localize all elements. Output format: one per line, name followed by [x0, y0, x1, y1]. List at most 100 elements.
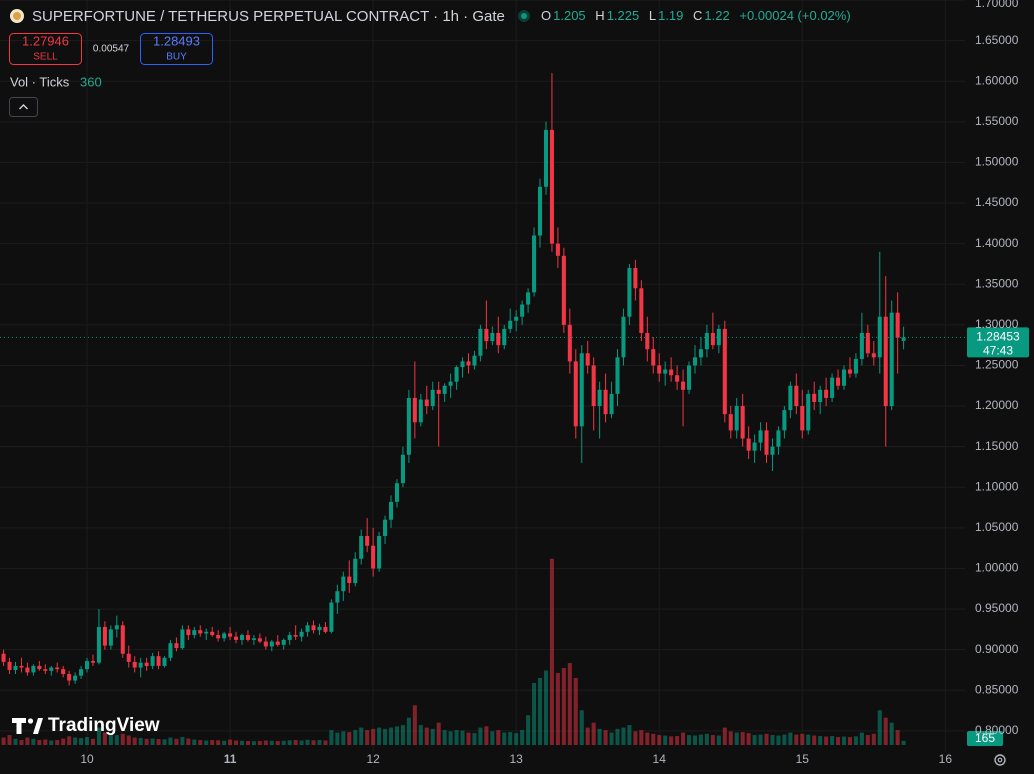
candle-body [192, 630, 197, 636]
volume-bar [347, 732, 352, 745]
collapse-button[interactable] [9, 97, 38, 117]
volume-bar [192, 739, 197, 745]
volume-bar [865, 735, 870, 745]
volume-bar [722, 727, 727, 745]
candle-body [746, 438, 751, 451]
volume-bar [484, 726, 489, 745]
volume-bar [710, 735, 715, 745]
candle-body [764, 430, 769, 455]
y-tick-label: 1.35000 [975, 276, 1019, 290]
buy-button[interactable] [140, 33, 213, 65]
y-tick-label: 1.60000 [975, 73, 1019, 87]
candle-body [788, 385, 793, 411]
y-tick-label: 1.40000 [975, 236, 1019, 250]
candle-body [836, 377, 841, 386]
y-tick-label: 1.65000 [975, 33, 1019, 47]
volume-bar [222, 740, 227, 745]
candle-body [234, 636, 239, 640]
volume-bar [341, 731, 346, 745]
volume-bar [514, 733, 519, 745]
candle-body [371, 545, 376, 569]
volume-bar [818, 736, 823, 745]
candle-body [1, 653, 6, 662]
candle-body [25, 667, 30, 673]
candle-body [627, 267, 632, 317]
spread: 0.00547 [93, 44, 130, 55]
candle-body [126, 653, 131, 662]
candle-body [198, 630, 203, 634]
candle-body [698, 349, 703, 358]
symbol-title[interactable]: SUPERFORTUNE / TETHERUS PERPETUAL CONTRA… [32, 8, 505, 25]
volume-bar [1, 737, 6, 745]
volume-bar [841, 736, 847, 745]
settings-icon[interactable] [994, 754, 1006, 766]
volume-bar [883, 717, 888, 745]
candle-body [871, 353, 876, 358]
candle-body [824, 389, 829, 398]
candle-body [782, 410, 787, 431]
candle-body [585, 353, 590, 366]
buy-label: BUY [166, 52, 187, 63]
candle-body [520, 304, 525, 317]
volume-bar [609, 732, 614, 745]
candle-body [263, 641, 268, 647]
candle-body [210, 631, 215, 636]
volume-bar [102, 732, 107, 745]
candle-body [865, 332, 870, 354]
volume-bar [371, 728, 376, 745]
candle-body [222, 633, 227, 639]
y-tick-label: 1.55000 [975, 114, 1019, 128]
candle-body [710, 332, 715, 346]
low-value: 1.19 [658, 8, 683, 23]
volume-bar [532, 682, 537, 745]
candle-body [687, 365, 692, 390]
candle-body [579, 353, 584, 427]
candle-body [359, 535, 364, 559]
candle-body [329, 602, 334, 632]
candle-body [442, 385, 447, 394]
volume-bar [120, 733, 125, 745]
collapse-icon [19, 104, 28, 110]
x-tick-label: 13 [509, 752, 523, 766]
volume-bar [162, 739, 167, 745]
y-tick-label: 0.95000 [975, 601, 1019, 615]
volume-bar [79, 738, 84, 745]
volume-bar [436, 722, 441, 745]
candle-body [162, 657, 167, 666]
volume-bar [639, 730, 644, 745]
sell-button[interactable] [9, 33, 82, 65]
candle-body [150, 656, 155, 666]
volume-bar [353, 730, 358, 745]
candle-body [174, 643, 179, 649]
candle-body [675, 375, 680, 382]
volume-bar [394, 726, 399, 745]
candle-body [418, 399, 423, 423]
volume-bar [174, 738, 179, 745]
candle-body [508, 320, 513, 329]
volume-bar [889, 722, 894, 745]
candle-body [323, 626, 328, 632]
candle-body [883, 316, 888, 407]
volume-bar [549, 558, 554, 745]
candle-body [138, 662, 143, 668]
volume-bar [675, 736, 680, 745]
volume-bar [597, 728, 602, 745]
ohlc-readout: O 1.205 H 1.225 L 1.19 C 1.22 +0.00024 (+0.0… [541, 8, 851, 23]
candle-body [311, 625, 316, 631]
candle-body [818, 389, 823, 402]
symbol-icon-inner [13, 12, 21, 20]
volume-bar [323, 740, 328, 745]
candle-body [13, 665, 18, 670]
candle-body [204, 631, 209, 634]
volume-bar [90, 738, 96, 745]
candle-body [532, 235, 537, 293]
candle-body [31, 665, 36, 673]
candle-body [841, 369, 847, 386]
volume-bar [871, 733, 876, 745]
volume-bar [728, 731, 733, 745]
volume-bar [335, 732, 340, 745]
candle-body [645, 332, 650, 350]
candle-body [758, 430, 763, 443]
candle-body [752, 442, 757, 451]
